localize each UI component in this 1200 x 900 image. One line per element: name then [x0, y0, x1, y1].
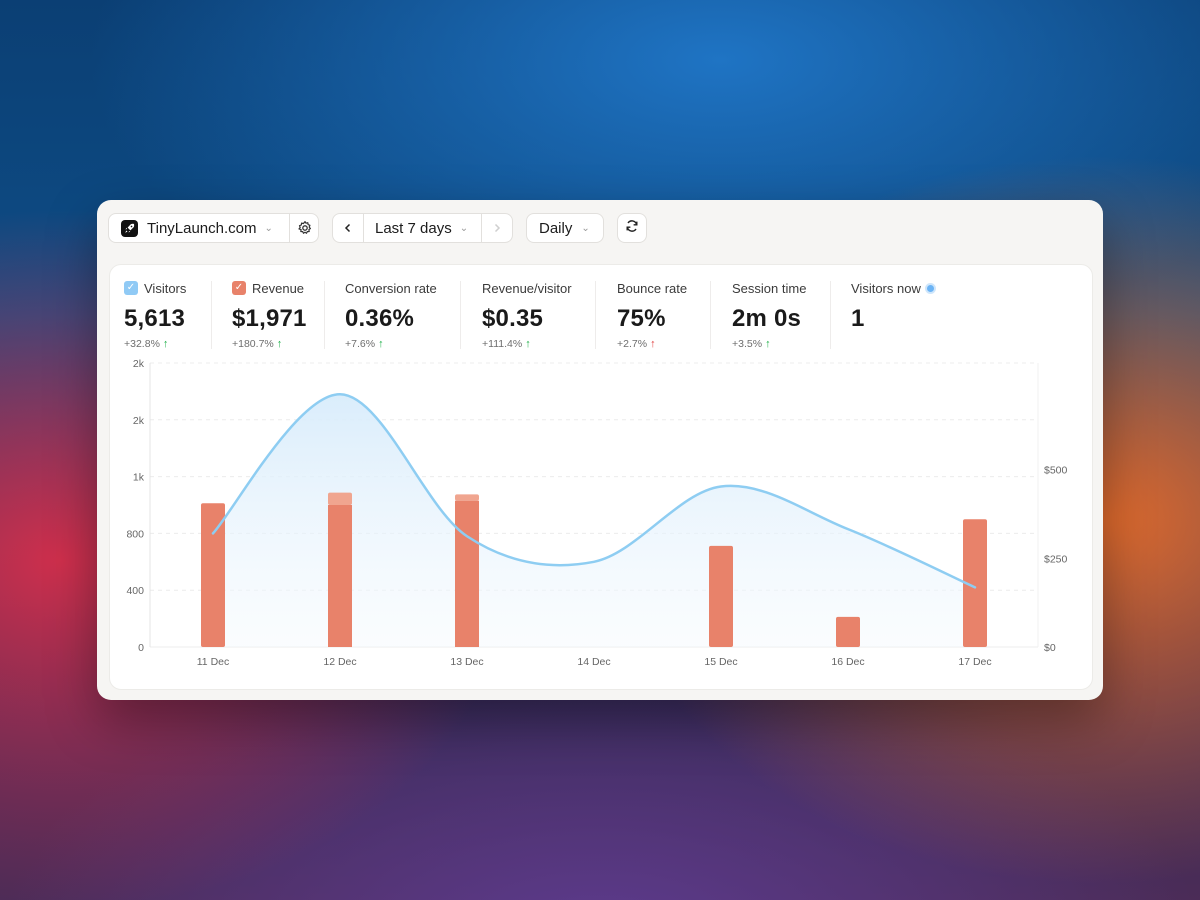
chevron-down-icon: ⌄ — [264, 222, 273, 234]
chevron-left-icon[interactable] — [333, 214, 364, 242]
visitors-area — [213, 394, 975, 647]
revenue-bar-segment — [455, 494, 479, 501]
metric-bounce-rate: Bounce rate 75% +2.7% ↑ — [617, 279, 687, 351]
revenue-bar-segment — [328, 492, 352, 505]
granularity-selector[interactable]: Daily ⌄ — [526, 213, 604, 243]
divider — [460, 281, 461, 349]
metric-change: +2.7% — [617, 338, 648, 350]
x-tick-label: 16 Dec — [831, 656, 864, 668]
y-tick-label: 2k — [133, 415, 145, 427]
dashboard-window: TinyLaunch.com ⌄ Last 7 days ⌄ Daily ⌄ ✓… — [97, 200, 1103, 700]
y-tick-label: 800 — [126, 528, 144, 540]
chevron-right-icon[interactable] — [481, 214, 512, 242]
y2-tick-label: $0 — [1044, 642, 1056, 654]
x-tick-label: 11 Dec — [197, 656, 230, 668]
arrow-up-icon: ↑ — [765, 338, 771, 350]
x-tick-label: 14 Dec — [577, 656, 610, 668]
revenue-bar — [201, 503, 225, 647]
x-tick-label: 12 Dec — [323, 656, 356, 668]
metric-value: 2m 0s — [732, 305, 802, 332]
y-tick-label: 400 — [126, 585, 144, 597]
metric-label: Session time — [732, 280, 807, 296]
x-tick-label: 17 Dec — [958, 656, 991, 668]
arrow-up-icon: ↑ — [162, 338, 169, 350]
metric-label: Revenue/visitor — [482, 280, 572, 296]
metric-change: +3.5% — [732, 338, 763, 350]
metric-session-time: Session time 2m 0s +3.5% ↑ — [732, 279, 806, 351]
metric-visitors[interactable]: ✓ Visitors 5,613 +32.8% ↑ — [124, 279, 186, 351]
stats-card: ✓ Visitors 5,613 +32.8% ↑ ✓ Revenue $1,971 … — [109, 264, 1093, 690]
visitors-revenue-chart: 0 400 800 1k 2k 2k $0 $250 $500 11 Dec 12 Dec 13 De… — [126, 358, 1068, 668]
revenue-checkbox[interactable]: ✓ — [232, 281, 246, 295]
site-name: TinyLaunch.com — [147, 219, 257, 237]
date-range-label: Last 7 days — [375, 219, 452, 237]
y-tick-label: 1k — [133, 472, 145, 484]
metric-value: $0.35 — [482, 305, 544, 332]
divider — [289, 214, 290, 242]
live-dot-icon — [926, 284, 934, 292]
chevron-down-icon: ⌄ — [459, 222, 469, 234]
metric-value: 0.36% — [345, 305, 415, 332]
metric-change: +32.8% — [124, 338, 160, 350]
visitors-line — [211, 392, 977, 589]
revenue-bar — [455, 500, 479, 647]
revenue-bar — [963, 519, 987, 647]
arrow-up-icon: ↑ — [650, 338, 656, 350]
divider — [324, 281, 325, 349]
date-range-selector[interactable]: Last 7 days ⌄ — [332, 213, 513, 243]
metric-label: Bounce rate — [617, 280, 688, 296]
refresh-button[interactable] — [617, 213, 647, 243]
metric-visitors-now: Visitors now 1 — [851, 279, 934, 351]
revenue-bar — [836, 616, 860, 647]
divider — [830, 281, 831, 349]
chevron-down-icon: ⌄ — [581, 222, 590, 234]
y2-tick-label: $500 — [1044, 465, 1068, 477]
divider — [710, 281, 711, 349]
metric-label: Visitors now — [851, 280, 921, 296]
metric-revenue-per-visitor: Revenue/visitor $0.35 +111.4% ↑ — [482, 279, 572, 351]
metric-label: Visitors — [144, 280, 187, 296]
x-tick-label: 15 Dec — [704, 656, 737, 668]
metric-label: Conversion rate — [345, 280, 437, 296]
divider — [595, 281, 596, 349]
refresh-icon — [625, 219, 639, 237]
y-tick-label: 2k — [133, 358, 145, 370]
metric-change: +7.6% — [345, 338, 376, 350]
metric-change: +111.4% — [482, 338, 523, 350]
rocket-icon — [121, 219, 138, 237]
metric-revenue[interactable]: ✓ Revenue $1,971 +180.7% ↑ — [232, 279, 307, 351]
metric-value: 1 — [851, 305, 865, 332]
arrow-up-icon: ↑ — [378, 338, 384, 350]
gear-icon[interactable] — [297, 220, 313, 240]
metric-change: +180.7% — [232, 338, 274, 350]
metric-conversion-rate: Conversion rate 0.36% +7.6% ↑ — [345, 279, 437, 351]
granularity-label: Daily — [539, 219, 573, 237]
revenue-bar — [709, 545, 733, 647]
site-selector[interactable]: TinyLaunch.com ⌄ — [108, 213, 319, 243]
x-tick-label: 13 Dec — [450, 656, 483, 668]
arrow-up-icon: ↑ — [276, 338, 283, 350]
divider — [211, 281, 212, 349]
revenue-bar — [328, 505, 352, 647]
visitors-checkbox[interactable]: ✓ — [124, 281, 138, 295]
y-tick-label: 0 — [138, 642, 144, 654]
metric-label: Revenue — [252, 280, 305, 296]
metric-value: 5,613 — [124, 305, 186, 332]
metric-value: $1,971 — [232, 305, 307, 332]
y2-tick-label: $250 — [1044, 553, 1068, 565]
metric-value: 75% — [617, 305, 666, 332]
arrow-up-icon: ↑ — [525, 338, 531, 350]
